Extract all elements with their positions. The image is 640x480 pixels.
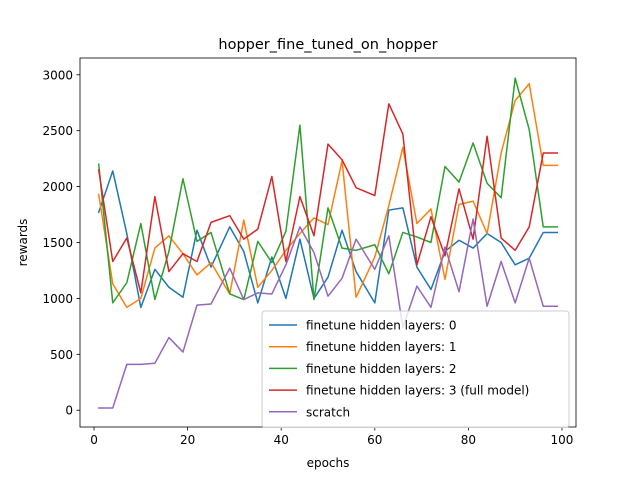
y-axis: 0 500 1000 1500 2000 2500 3000 bbox=[42, 68, 80, 418]
legend: finetune hidden layers: 0 finetune hidden… bbox=[261, 310, 570, 428]
x-axis-label: epochs bbox=[307, 456, 350, 470]
legend-box bbox=[261, 310, 570, 428]
y-tick-label-6: 3000 bbox=[42, 68, 73, 82]
x-tick-label-4: 80 bbox=[461, 433, 476, 447]
series-line-4 bbox=[97, 218, 559, 409]
legend-label-3: finetune hidden layers: 3 (full model) bbox=[306, 384, 529, 398]
legend-label-4: scratch bbox=[306, 405, 350, 419]
x-tick-label-0: 0 bbox=[90, 433, 98, 447]
y-tick-label-3: 1500 bbox=[42, 236, 73, 250]
series-line-1 bbox=[97, 82, 559, 309]
legend-label-2: finetune hidden layers: 2 bbox=[306, 362, 457, 376]
y-axis-label: rewards bbox=[16, 219, 30, 267]
y-tick-label-2: 1000 bbox=[42, 292, 73, 306]
y-tick-label-1: 500 bbox=[50, 348, 73, 362]
series-layer bbox=[97, 77, 559, 409]
x-tick-label-3: 60 bbox=[367, 433, 382, 447]
chart-title: hopper_fine_tuned_on_hopper bbox=[218, 37, 437, 53]
x-axis: 0 20 40 60 80 100 bbox=[90, 427, 573, 447]
legend-label-0: finetune hidden layers: 0 bbox=[306, 319, 457, 333]
x-tick-label-5: 100 bbox=[551, 433, 574, 447]
y-tick-label-5: 2500 bbox=[42, 124, 73, 138]
legend-label-1: finetune hidden layers: 1 bbox=[306, 340, 457, 354]
series-line-3 bbox=[97, 103, 559, 294]
x-tick-label-1: 20 bbox=[180, 433, 195, 447]
series-line-2 bbox=[97, 77, 559, 304]
series-line-0 bbox=[97, 170, 559, 309]
y-tick-label-4: 2000 bbox=[42, 180, 73, 194]
x-tick-label-2: 40 bbox=[274, 433, 289, 447]
y-tick-label-0: 0 bbox=[65, 404, 73, 418]
